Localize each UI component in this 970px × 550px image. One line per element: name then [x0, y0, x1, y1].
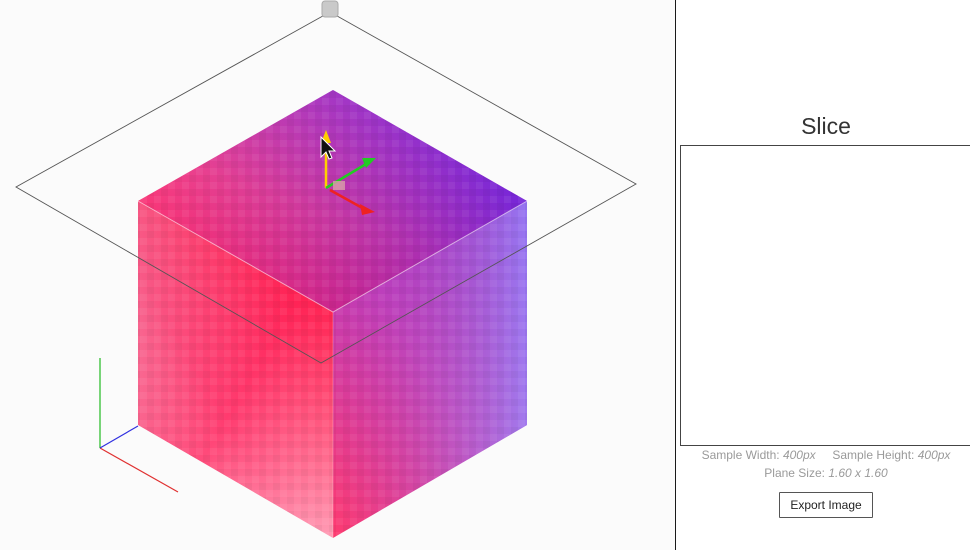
plane-size-value: 1.60 x 1.60	[828, 466, 888, 480]
sample-size-row: Sample Width: 400px Sample Height: 400px	[676, 448, 970, 462]
gizmo-center[interactable]	[333, 181, 345, 190]
sample-width-label: Sample Width:	[701, 448, 780, 462]
export-image-button[interactable]: Export Image	[779, 492, 873, 518]
plane-size-label: Plane Size:	[764, 466, 825, 480]
slice-plane-outline[interactable]	[15, 11, 637, 364]
gizmo-right-axis[interactable]	[325, 162, 367, 190]
cube-top-edges	[137, 200, 528, 313]
z-axis-line	[99, 425, 139, 449]
x-axis-line	[99, 447, 179, 493]
color-cube[interactable]	[137, 90, 528, 538]
sample-height-value: 400px	[917, 448, 951, 462]
sample-width-value: 400px	[782, 448, 816, 462]
sample-height-label: Sample Height:	[832, 448, 915, 462]
plane-size-row: Plane Size: 1.60 x 1.60	[676, 466, 970, 480]
gizmo-right-arrow[interactable]	[362, 158, 376, 168]
gizmo-forward-arrow[interactable]	[360, 204, 375, 215]
plane-handle[interactable]	[321, 0, 339, 18]
gizmo-forward-axis[interactable]	[329, 188, 367, 212]
3d-viewport[interactable]	[0, 0, 675, 550]
slice-plane[interactable]	[15, 0, 637, 364]
slice-panel: Slice Sample Width: 400px Sample Height:…	[676, 0, 970, 550]
slice-preview-canvas	[680, 145, 970, 446]
transform-gizmo[interactable]	[321, 130, 376, 215]
axes-helper	[99, 358, 179, 493]
mouse-cursor-icon	[320, 135, 337, 160]
slice-title: Slice	[801, 113, 851, 139]
panel-divider[interactable]	[675, 0, 676, 550]
